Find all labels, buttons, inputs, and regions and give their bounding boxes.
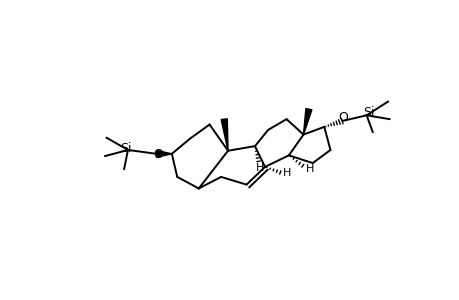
Text: O: O — [153, 148, 162, 161]
Text: H: H — [282, 168, 290, 178]
Text: O: O — [338, 111, 348, 124]
Polygon shape — [303, 109, 311, 135]
Text: H: H — [255, 164, 263, 173]
Polygon shape — [221, 119, 228, 151]
Text: Si: Si — [120, 142, 131, 155]
Text: Si: Si — [363, 106, 374, 119]
Polygon shape — [156, 150, 172, 157]
Text: H: H — [305, 164, 313, 174]
